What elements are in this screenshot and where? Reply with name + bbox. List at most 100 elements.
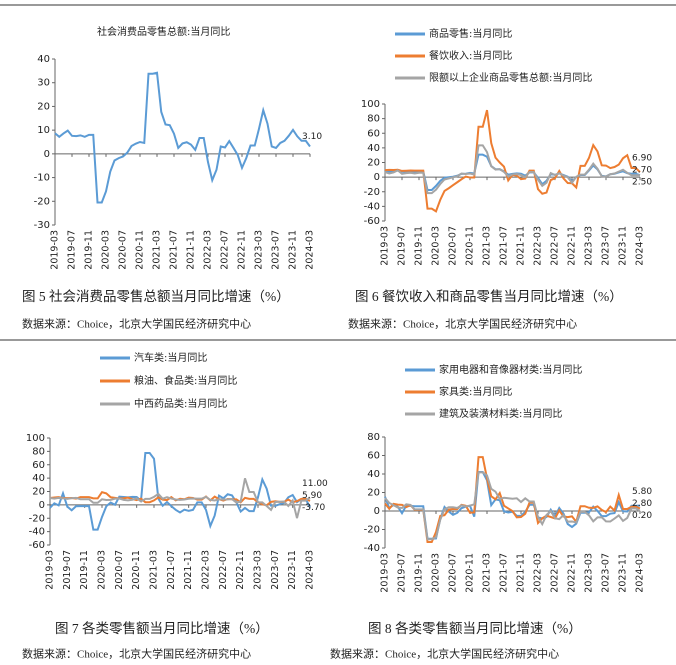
end-label: 5.90 [302,491,322,501]
legend-label: 粮油、食品类:当月同比 [134,374,237,387]
y-tick-label: -60 [29,540,45,551]
legend-label: 中西药品类:当月同比 [134,397,227,410]
end-label: 6.90 [632,154,652,164]
y-tick-label: 60 [32,460,45,471]
caption: 图 5 社会消费品零售总额当月同比增速（%） [22,289,290,304]
series-line [384,109,641,213]
x-tick-label: 2022-07 [550,553,561,593]
x-tick-label: 2020-07 [114,550,125,590]
x-tick-label: 2019-07 [397,226,408,266]
source: 数据来源：Choice，北京大学国民经济研究中心 [348,317,577,331]
x-tick-label: 2021-03 [482,553,493,593]
legend-label: 餐饮收入:当月同比 [429,49,512,62]
end-label: 11.00 [302,479,328,489]
y-tick-label: 40 [37,54,50,65]
x-tick-label: 2020-11 [131,550,142,590]
x-tick-label: 2020-11 [465,226,476,266]
y-tick-label: -20 [364,525,380,536]
y-tick-label: -60 [364,216,380,227]
series-line [384,456,641,543]
end-label: 2.50 [632,178,652,188]
chart-title: 社会消费品零售总额:当月同比 [97,25,230,38]
x-tick-label: 2019-11 [84,230,95,270]
x-tick-label: 2019-11 [79,550,90,590]
x-tick-label: 2023-07 [270,550,281,590]
x-tick-label: 2019-03 [380,226,391,266]
y-tick-label: 40 [367,469,380,480]
x-tick-label: 2023-11 [618,226,629,266]
end-label: 2.70 [632,166,652,176]
x-tick-label: 2020-03 [101,230,112,270]
y-tick-label: 20 [37,101,50,112]
y-tick-label: 80 [367,432,380,443]
y-tick-label: 80 [32,446,45,457]
x-tick-label: 2019-03 [50,230,61,270]
x-tick-label: 2021-07 [499,553,510,593]
y-tick-label: -20 [364,187,380,198]
x-tick-label: 2022-07 [218,550,229,590]
x-tick-label: 2022-07 [220,230,231,270]
x-tick-label: 2019-11 [414,226,425,266]
end-label: -3.70 [302,503,326,513]
x-tick-label: 2022-03 [533,553,544,593]
x-tick-label: 2020-07 [448,226,459,266]
x-tick-label: 2023-11 [618,553,629,593]
x-tick-label: 2020-07 [118,230,129,270]
x-tick-label: 2019-07 [62,550,73,590]
x-tick-label: 2022-11 [567,226,578,266]
y-tick-label: -30 [34,220,50,231]
x-tick-label: 2021-03 [152,230,163,270]
series-line [384,471,641,541]
end-label: 5.80 [632,487,652,497]
y-tick-label: 100 [361,99,380,110]
x-tick-label: 2022-03 [201,550,212,590]
x-tick-label: 2024-03 [305,550,316,590]
y-tick-label: 0 [374,506,380,517]
end-label: 0.20 [632,511,652,521]
y-tick-label: -40 [364,201,380,212]
source: 数据来源：Choice，北京大学国民经济研究中心 [22,647,251,661]
y-tick-label: 40 [32,473,45,484]
y-tick-label: 20 [367,488,380,499]
y-tick-label: 0 [374,172,380,183]
x-tick-label: 2019-03 [45,550,56,590]
x-tick-label: 2021-07 [166,550,177,590]
x-tick-label: 2020-11 [135,230,146,270]
source: 数据来源：Choice，北京大学国民经济研究中心 [22,317,251,331]
series-line [384,144,640,195]
x-tick-label: 2021-03 [482,226,493,266]
x-tick-label: 2023-07 [601,226,612,266]
caption: 图 6 餐饮收入和商品零售当月同比增速（%） [355,289,623,304]
source: 数据来源：Choice，北京大学国民经济研究中心 [330,647,559,661]
y-tick-label: -40 [364,543,380,554]
legend-label: 汽车类:当月同比 [134,351,207,364]
x-tick-label: 2021-07 [169,230,180,270]
x-tick-label: 2019-07 [67,230,78,270]
x-tick-label: 2019-03 [380,553,391,593]
x-tick-label: 2022-03 [203,230,214,270]
series-line [54,71,311,204]
x-tick-label: 2021-11 [186,230,197,270]
series-line [49,451,311,531]
x-tick-label: 2019-07 [397,553,408,593]
x-tick-label: 2023-03 [584,226,595,266]
y-tick-label: -40 [29,527,45,538]
x-tick-label: 2024-03 [635,226,646,266]
x-tick-label: 2021-11 [516,226,527,266]
legend-label: 家具类:当月同比 [439,385,512,398]
x-tick-label: 2022-11 [567,553,578,593]
x-tick-label: 2023-07 [601,553,612,593]
series-line [384,471,641,540]
x-tick-label: 2019-11 [414,553,425,593]
caption: 图 7 各类零售额当月同比增速（%） [55,621,269,636]
x-tick-label: 2023-11 [288,230,299,270]
x-tick-label: 2023-07 [271,230,282,270]
x-tick-label: 2020-03 [431,553,442,593]
x-tick-label: 2024-03 [635,553,646,593]
y-tick-label: 20 [32,487,45,498]
legend-label: 限额以上企业商品零售总额:当月同比 [429,71,592,84]
legend-label: 商品零售:当月同比 [429,27,512,40]
caption: 图 8 各类零售额当月同比增速（%） [368,621,582,636]
x-tick-label: 2021-03 [149,550,160,590]
y-tick-label: 60 [367,128,380,139]
